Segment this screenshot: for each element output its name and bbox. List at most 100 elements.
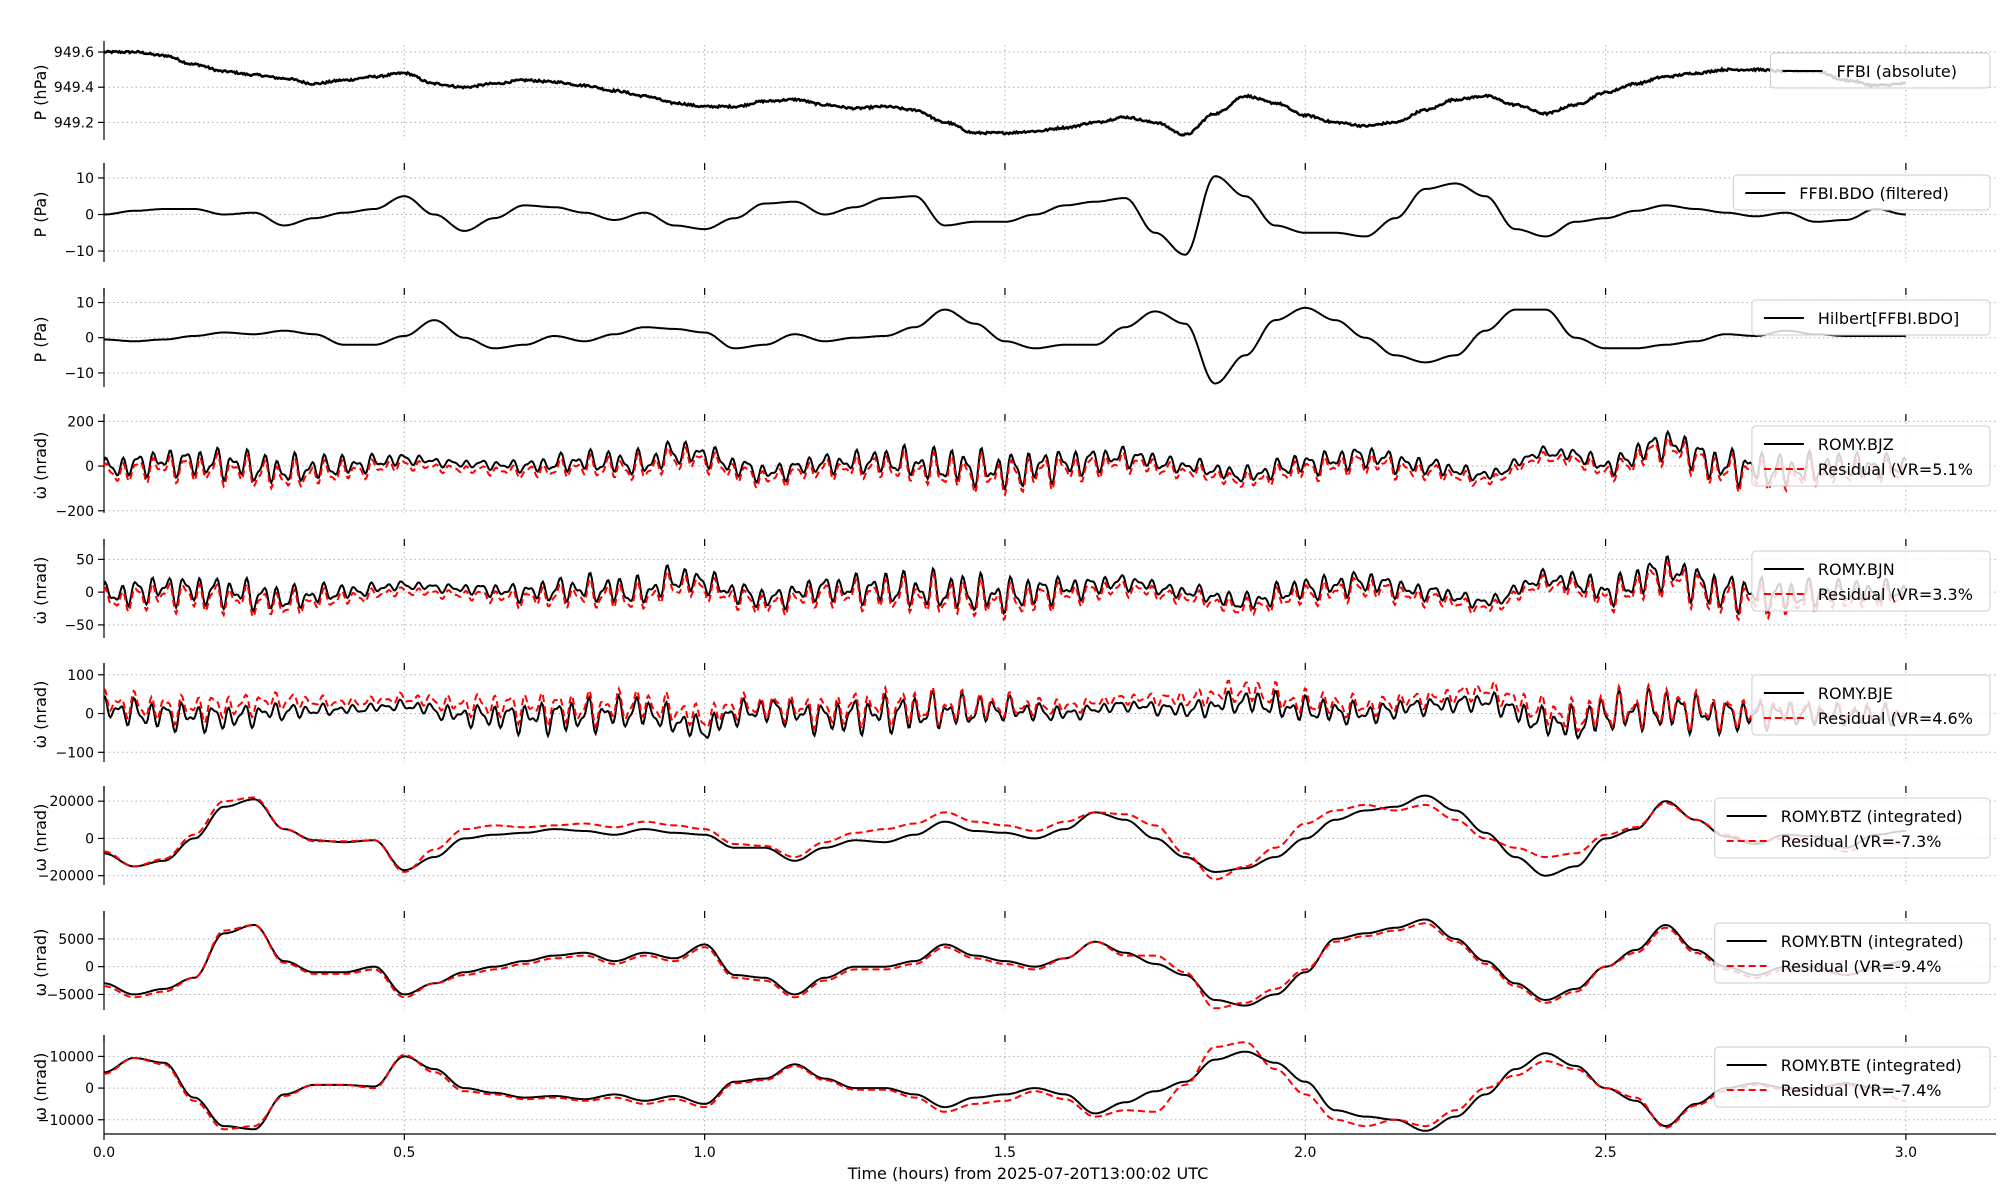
y-axis-label: ω (nrad) — [31, 929, 50, 997]
legend: ROMY.BTE (integrated) Residual (VR=-7.4% — [1714, 1046, 1991, 1108]
y-tick-label: 10000 — [49, 1049, 94, 1065]
y-axis-label: P (hPa) — [31, 64, 50, 120]
panels-layer: 949.2 949.4 949.6P (hPa) FFBI (absolute) −10… — [31, 41, 1996, 1134]
x-tick-label: 1.5 — [994, 1145, 1016, 1161]
signal-series-line — [104, 685, 1907, 740]
y-tick-label: 5000 — [58, 932, 94, 948]
legend: ROMY.BJE Residual (VR=4.6% — [1751, 674, 1991, 736]
series-group — [104, 175, 1906, 256]
residual-series-line — [104, 1041, 1906, 1131]
y-tick-label: −100 — [56, 745, 94, 761]
panel-4: −200 0 200 ω̇ (nrad) ROMY.BJZ Residual (VR=5.… — [31, 414, 1996, 520]
legend-label: Residual (VR=-7.3% — [1781, 832, 1942, 851]
signal-series-line — [104, 555, 1907, 616]
y-tick-label: 949.4 — [54, 80, 94, 96]
series-group — [104, 794, 1906, 881]
y-axis-label: P (Pa) — [31, 192, 50, 238]
y-tick-label: −5000 — [47, 987, 94, 1003]
y-tick-label: −10 — [64, 244, 94, 260]
legend: FFBI (absolute) — [1770, 52, 1991, 89]
y-tick-label: 0 — [85, 459, 94, 475]
signal-series-line — [104, 429, 1907, 492]
y-tick-label: 0 — [85, 831, 94, 847]
panel-1: 949.2 949.4 949.6P (hPa) FFBI (absolute) — [31, 41, 1996, 140]
y-tick-label: 50 — [76, 552, 94, 568]
residual-series-line — [104, 796, 1906, 881]
y-axis-label: ω̇ (nrad) — [31, 557, 50, 625]
x-tick-label: 0.5 — [393, 1145, 415, 1161]
y-tick-label: 0 — [85, 331, 94, 347]
series-group — [104, 679, 1907, 740]
x-tick-label: 1.0 — [694, 1145, 716, 1161]
legend: ROMY.BTZ (integrated) Residual (VR=-7.3% — [1714, 797, 1991, 859]
panel-6: −100 0 100 ω̇ (nrad) ROMY.BJE Residual (VR=4.… — [31, 663, 1996, 762]
legend: ROMY.BJN Residual (VR=3.3% — [1751, 550, 1991, 612]
legend-box — [1714, 922, 1991, 984]
series-group — [104, 1041, 1906, 1132]
residual-series-line — [104, 561, 1907, 622]
legend-box — [1751, 550, 1991, 612]
y-tick-label: 0 — [85, 707, 94, 723]
legend-label: Residual (VR=-7.4% — [1781, 1081, 1942, 1100]
y-axis-label: P (Pa) — [31, 317, 50, 363]
signal-series-line — [104, 918, 1906, 1007]
panel-3: −10 0 10 P (Pa) Hilbert[FFBI.BDO] — [31, 288, 1996, 387]
y-tick-label: −200 — [56, 504, 94, 520]
signal-series-line — [104, 306, 1906, 385]
legend-label: Residual (VR=5.1% — [1818, 460, 1973, 479]
y-tick-label: 949.2 — [54, 115, 94, 131]
signal-series-line — [104, 794, 1906, 877]
legend-label: FFBI (absolute) — [1837, 62, 1957, 81]
legend-box — [1732, 174, 1991, 211]
x-tick-label: 3.0 — [1895, 1145, 1917, 1161]
legend-box — [1751, 674, 1991, 736]
series-group — [104, 306, 1906, 385]
legend-label: Residual (VR=3.3% — [1818, 585, 1973, 604]
y-axis-label: ω (nrad) — [31, 1053, 50, 1121]
signal-series-line — [104, 1050, 1906, 1132]
legend-label: FFBI.BDO (filtered) — [1799, 184, 1949, 203]
signal-series-line — [104, 175, 1906, 256]
legend: ROMY.BJZ Residual (VR=5.1% — [1751, 425, 1991, 487]
series-group — [104, 918, 1906, 1010]
signal-series-line — [104, 49, 1906, 137]
legend: FFBI.BDO (filtered) — [1732, 174, 1991, 211]
y-axis-label: ω̇ (nrad) — [31, 681, 50, 749]
legend: ROMY.BTN (integrated) Residual (VR=-9.4% — [1714, 922, 1991, 984]
x-axis: 0.0 0.5 1.0 1.5 2.0 2.5 3.0 — [93, 1133, 1996, 1161]
y-tick-label: 0 — [85, 585, 94, 601]
legend-label: Residual (VR=4.6% — [1818, 709, 1973, 728]
series-group — [104, 555, 1907, 622]
residual-series-line — [104, 679, 1907, 735]
panel-2: −10 0 10 P (Pa) FFBI.BDO (filtered) — [31, 163, 1996, 262]
legend-box — [1714, 797, 1991, 859]
legend-label: ROMY.BTN (integrated) — [1781, 932, 1964, 951]
y-tick-label: 10 — [76, 171, 94, 187]
legend-box — [1751, 425, 1991, 487]
legend-label: Hilbert[FFBI.BDO] — [1818, 309, 1959, 328]
x-tick-label: 2.5 — [1594, 1145, 1616, 1161]
legend-box — [1751, 299, 1991, 336]
y-tick-label: 20000 — [49, 794, 94, 810]
y-axis-label: ω̇ (nrad) — [31, 432, 50, 500]
y-axis-label: ω (nrad) — [31, 804, 50, 872]
y-tick-label: −10000 — [38, 1113, 94, 1129]
legend-label: ROMY.BJN — [1818, 560, 1895, 579]
series-group — [104, 49, 1906, 137]
x-axis-label: Time (hours) from 2025-07-20T13:00:02 UT… — [847, 1164, 1209, 1183]
y-tick-label: −10 — [64, 366, 94, 382]
legend-box — [1714, 1046, 1991, 1108]
y-tick-label: 100 — [67, 668, 94, 684]
y-tick-label: −20000 — [38, 869, 94, 885]
legend-label: ROMY.BTZ (integrated) — [1781, 807, 1963, 826]
y-tick-label: 0 — [85, 1081, 94, 1097]
x-tick-label: 0.0 — [93, 1145, 115, 1161]
residual-series-line — [104, 435, 1907, 498]
y-tick-label: 0 — [85, 208, 94, 224]
legend: Hilbert[FFBI.BDO] — [1751, 299, 1991, 336]
y-tick-label: 949.6 — [54, 45, 94, 61]
